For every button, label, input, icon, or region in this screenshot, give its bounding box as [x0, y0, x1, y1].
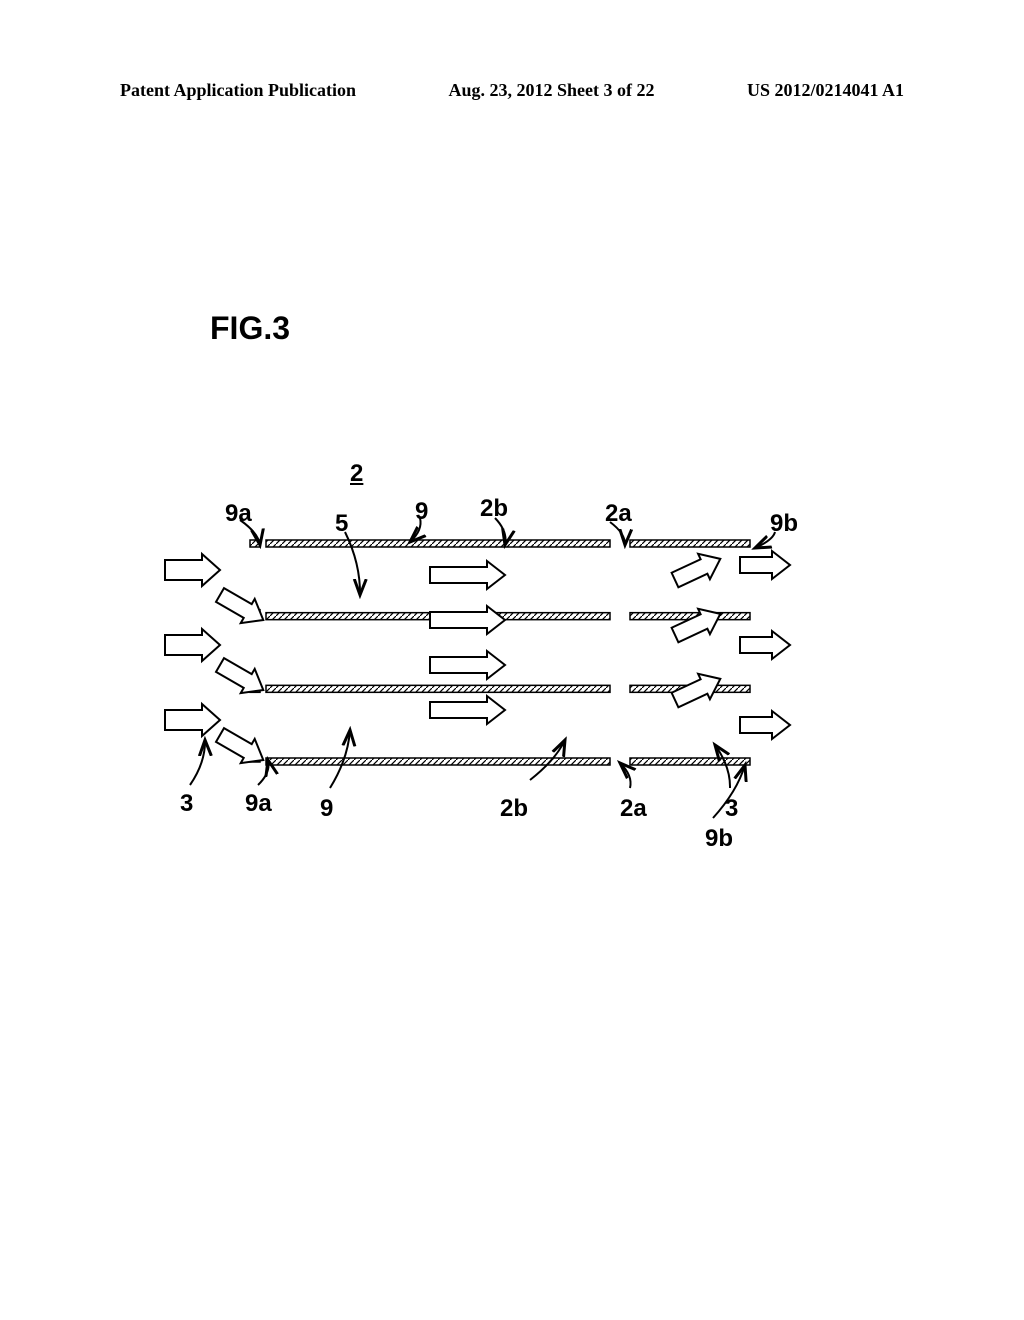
reference-label: 9 — [320, 795, 333, 823]
figure-diagram: 2 9a592b2a9b39a92b2a39b — [150, 460, 870, 860]
reference-label: 2a — [605, 500, 632, 528]
reference-label: 5 — [335, 510, 348, 538]
reference-label: 3 — [725, 795, 738, 823]
reference-label: 3 — [180, 790, 193, 818]
reference-label: 2b — [480, 495, 508, 523]
reference-label: 9 — [415, 498, 428, 526]
reference-label: 2a — [620, 795, 647, 823]
figure-label: FIG.3 — [210, 310, 290, 347]
reference-label: 9a — [225, 500, 252, 528]
header-center: Aug. 23, 2012 Sheet 3 of 22 — [449, 80, 655, 101]
reference-label: 9b — [705, 825, 733, 853]
reference-label: 9a — [245, 790, 272, 818]
reference-label: 9b — [770, 510, 798, 538]
page-header: Patent Application Publication Aug. 23, … — [0, 80, 1024, 101]
header-left: Patent Application Publication — [120, 80, 356, 101]
reference-label: 2b — [500, 795, 528, 823]
header-right: US 2012/0214041 A1 — [747, 80, 904, 101]
